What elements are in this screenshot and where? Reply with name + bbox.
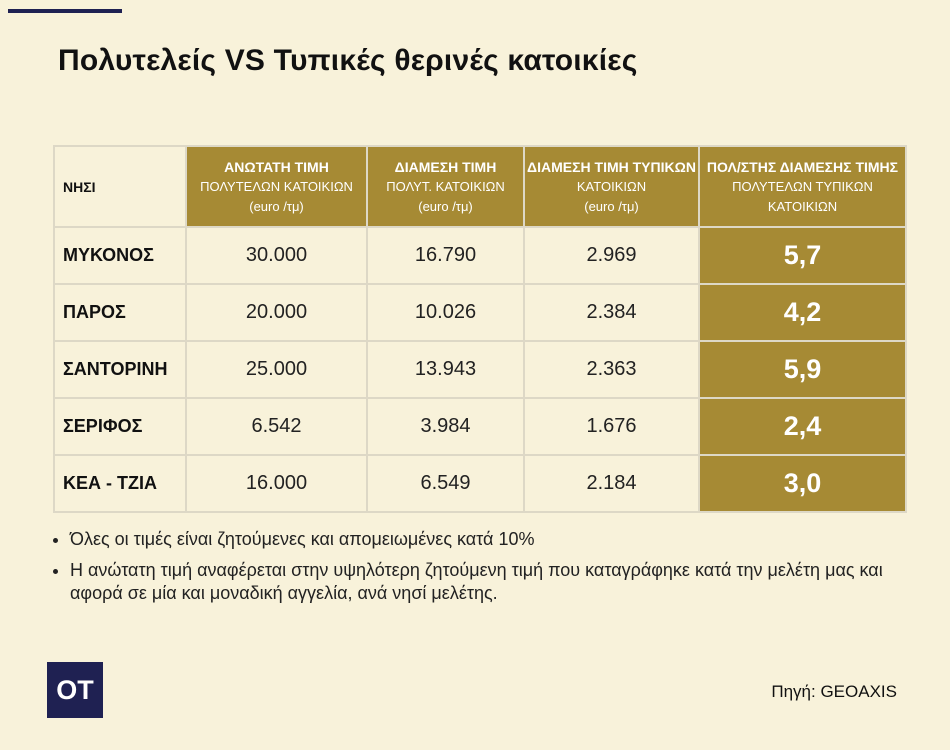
cell-value: 20.000 bbox=[185, 283, 368, 342]
header-line: ΑΝΩΤΑΤΗ ΤΙΜΗ bbox=[224, 158, 329, 175]
source: Πηγή: GEOAXIS bbox=[771, 682, 897, 701]
cell-value: 30.000 bbox=[185, 226, 368, 285]
cell-value: 10.026 bbox=[366, 283, 525, 342]
column-header: ΔΙΑΜΕΣΗ ΤΙΜΗ ΤΥΠΙΚΩΝ ΚΑΤΟΙΚΙΩΝ (euro /τμ) bbox=[523, 145, 700, 228]
cell-value: 2,4 bbox=[698, 397, 907, 456]
cell-value: 2.184 bbox=[523, 454, 700, 513]
table-row: ΜΥΚΟΝΟΣ 30.000 16.790 2.969 5,7 bbox=[53, 226, 907, 285]
header-line: (euro /τμ) bbox=[249, 198, 304, 214]
notes: Όλες οι τιμές είναι ζητούμενες και απομε… bbox=[55, 528, 910, 613]
logo: OT bbox=[47, 662, 103, 718]
cell-value: 1.676 bbox=[523, 397, 700, 456]
island-name: ΣΑΝΤΟΡΙΝΗ bbox=[53, 340, 187, 399]
table-row: ΚΕΑ - ΤΖΙΑ 16.000 6.549 2.184 3,0 bbox=[53, 454, 907, 513]
cell-value: 13.943 bbox=[366, 340, 525, 399]
column-header: ΑΝΩΤΑΤΗ ΤΙΜΗ ΠΟΛΥΤΕΛΩΝ ΚΑΤΟΙΚΙΩΝ (euro /τμ… bbox=[185, 145, 368, 228]
table: ΝΗΣΙ ΑΝΩΤΑΤΗ ΤΙΜΗ ΠΟΛΥΤΕΛΩΝ ΚΑΤΟΙΚΙΩΝ (euro… bbox=[53, 145, 907, 513]
header-line: ΔΙΑΜΕΣΗ ΤΙΜΗ bbox=[394, 158, 497, 175]
table-row: ΠΑΡΟΣ 20.000 10.026 2.384 4,2 bbox=[53, 283, 907, 342]
island-name: ΜΥΚΟΝΟΣ bbox=[53, 226, 187, 285]
cell-value: 2.384 bbox=[523, 283, 700, 342]
column-header: ΠΟΛ/ΣΤΗΣ ΔΙΑΜΕΣΗΣ ΤΙΜΗΣ ΠΟΛΥΤΕΛΩΝ ΤΥΠΙΚΩΝ… bbox=[698, 145, 907, 228]
island-name: ΣΕΡΙΦΟΣ bbox=[53, 397, 187, 456]
cell-value: 5,9 bbox=[698, 340, 907, 399]
column-header: ΝΗΣΙ bbox=[53, 145, 187, 228]
header-line: ΔΙΑΜΕΣΗ ΤΙΜΗ ΤΥΠΙΚΩΝ bbox=[527, 158, 696, 175]
note: Όλες οι τιμές είναι ζητούμενες και απομε… bbox=[70, 528, 910, 551]
header-line: (euro /τμ) bbox=[584, 198, 639, 214]
cell-value: 6.549 bbox=[366, 454, 525, 513]
header-line: ΠΟΛΥΤ. ΚΑΤΟΙΚΙΩΝ bbox=[386, 178, 505, 194]
island-name: ΚΕΑ - ΤΖΙΑ bbox=[53, 454, 187, 513]
header-line: ΝΗΣΙ bbox=[63, 178, 96, 195]
header-line: (euro /τμ) bbox=[418, 198, 473, 214]
table-body: ΜΥΚΟΝΟΣ 30.000 16.790 2.969 5,7 ΠΑΡΟΣ 20.000 10… bbox=[53, 226, 907, 513]
header-row: ΝΗΣΙ ΑΝΩΤΑΤΗ ΤΙΜΗ ΠΟΛΥΤΕΛΩΝ ΚΑΤΟΙΚΙΩΝ (euro… bbox=[53, 145, 907, 228]
column-header: ΔΙΑΜΕΣΗ ΤΙΜΗ ΠΟΛΥΤ. ΚΑΤΟΙΚΙΩΝ (euro /τμ) bbox=[366, 145, 525, 228]
cell-value: 16.790 bbox=[366, 226, 525, 285]
cell-value: 6.542 bbox=[185, 397, 368, 456]
header-line: ΠΟΛΥΤΕΛΩΝ ΤΥΠΙΚΩΝ bbox=[732, 178, 873, 194]
table-row: ΣΕΡΙΦΟΣ 6.542 3.984 1.676 2,4 bbox=[53, 397, 907, 456]
accent-line bbox=[8, 9, 122, 13]
table-row: ΣΑΝΤΟΡΙΝΗ 25.000 13.943 2.363 5,9 bbox=[53, 340, 907, 399]
cell-value: 25.000 bbox=[185, 340, 368, 399]
cell-value: 2.969 bbox=[523, 226, 700, 285]
header-line: ΠΟΛΥΤΕΛΩΝ ΚΑΤΟΙΚΙΩΝ bbox=[200, 178, 353, 194]
cell-value: 2.363 bbox=[523, 340, 700, 399]
header-line: ΚΑΤΟΙΚΙΩΝ bbox=[767, 198, 838, 214]
island-name: ΠΑΡΟΣ bbox=[53, 283, 187, 342]
header-line: ΚΑΤΟΙΚΙΩΝ bbox=[576, 178, 647, 194]
cell-value: 3,0 bbox=[698, 454, 907, 513]
title: Πολυτελείς VS Τυπικές θερινές κατοικίες bbox=[58, 44, 638, 77]
cell-value: 3.984 bbox=[366, 397, 525, 456]
note: Η ανώτατη τιμή αναφέρεται στην υψηλότερη… bbox=[70, 559, 910, 605]
header-line: ΠΟΛ/ΣΤΗΣ ΔΙΑΜΕΣΗΣ ΤΙΜΗΣ bbox=[706, 158, 899, 175]
cell-value: 16.000 bbox=[185, 454, 368, 513]
cell-value: 4,2 bbox=[698, 283, 907, 342]
cell-value: 5,7 bbox=[698, 226, 907, 285]
